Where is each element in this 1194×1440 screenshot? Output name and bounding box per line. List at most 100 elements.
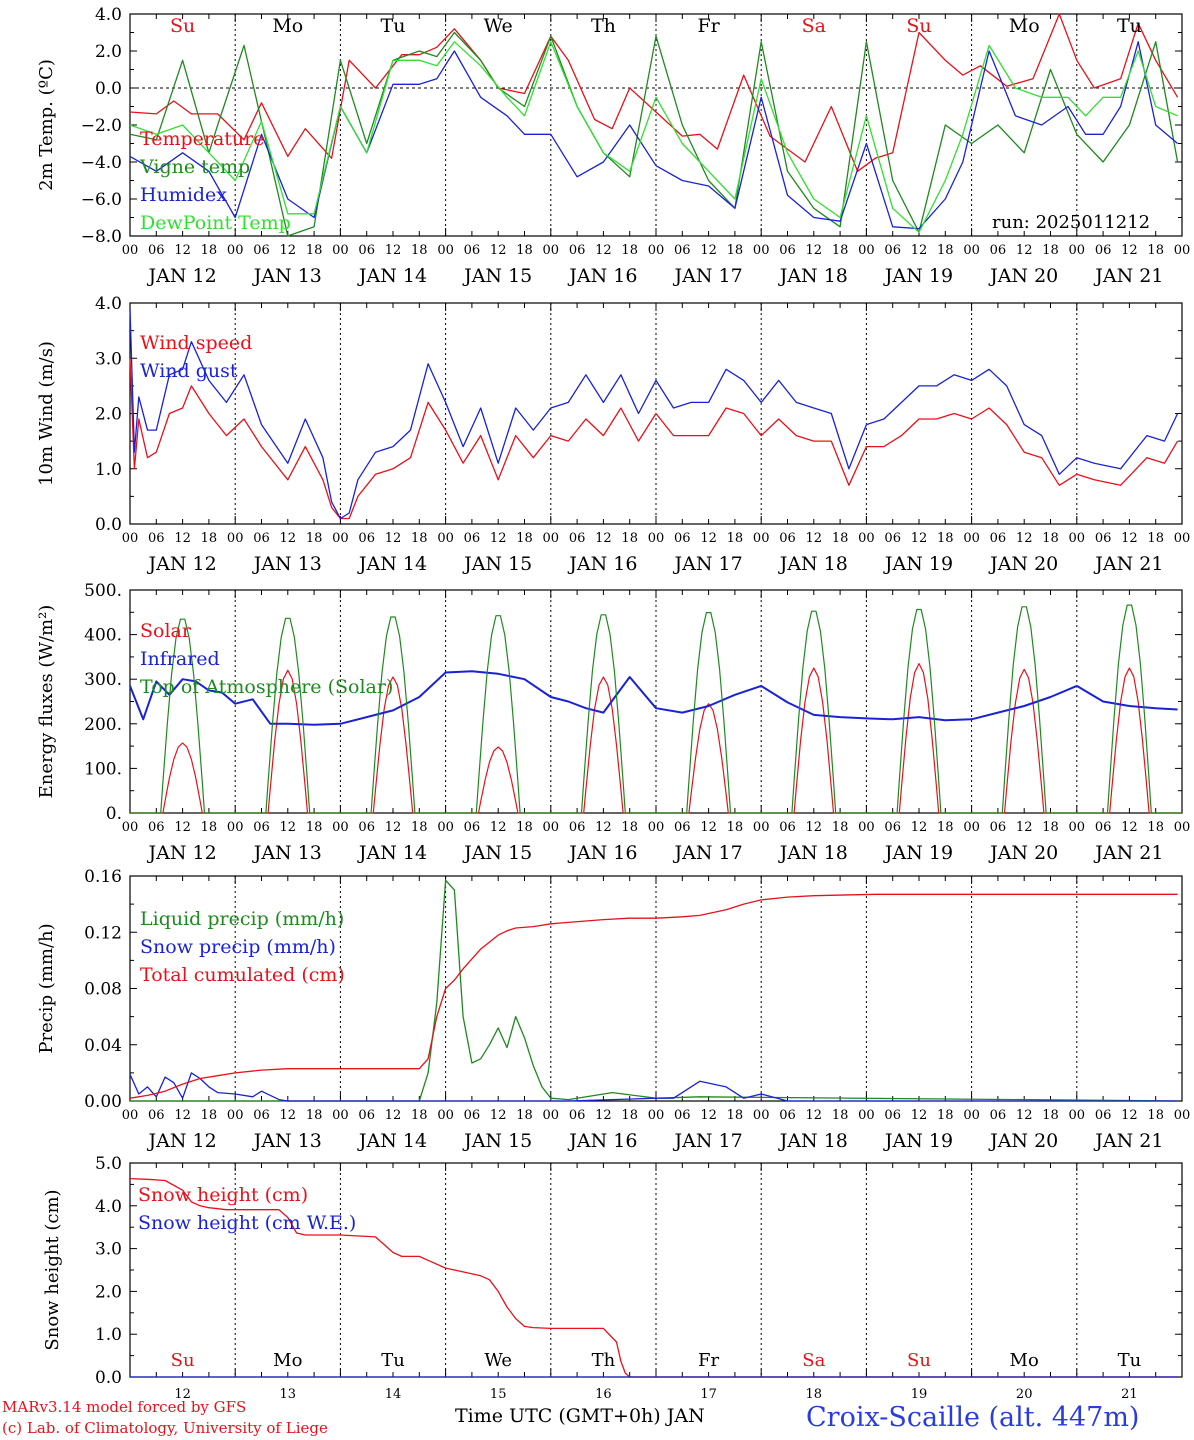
legend-entry: Solar	[140, 620, 192, 642]
series-line-top-of-atmosphere-solar-	[130, 604, 1182, 814]
legend-entry: Temperature	[140, 128, 264, 150]
x-tick-label: 06	[253, 531, 270, 546]
legend-entry: Vigne temp	[139, 156, 250, 178]
x-tick-label: 12	[1016, 531, 1033, 546]
x-tick-label: 18	[1042, 243, 1059, 258]
y-tick-label: 2.0	[95, 42, 122, 62]
y-tick-label: 4.0	[95, 1197, 122, 1217]
date-label: JAN 18	[778, 553, 848, 575]
weekday-label: Tu	[1117, 15, 1142, 37]
x-tick-label: 12	[174, 820, 191, 835]
x-tick-label: 06	[569, 531, 586, 546]
weekday-label: Su	[906, 15, 931, 37]
x-tick-label: 06	[253, 1108, 270, 1123]
x-tick-label: 18	[201, 1108, 218, 1123]
x-tick-label: 12	[385, 820, 402, 835]
legend-entry: Wind gust	[140, 360, 238, 382]
weekday-label: Mo	[1009, 15, 1040, 37]
x-tick-label: 18	[411, 243, 428, 258]
date-label: JAN 20	[988, 1130, 1058, 1152]
x-tick-label: 18	[1147, 820, 1164, 835]
x-tick-label: 06	[674, 531, 691, 546]
x-tick-label: 12	[385, 243, 402, 258]
y-axis-label: Snow height (cm)	[42, 1189, 63, 1350]
legend-entry: Snow precip (mm/h)	[140, 936, 336, 958]
y-tick-label: 4.0	[95, 5, 122, 25]
date-label: JAN 17	[673, 553, 743, 575]
date-label: JAN 18	[778, 842, 848, 864]
x-tick-label: 06	[358, 1108, 375, 1123]
day-number: 15	[490, 1387, 507, 1402]
legend-entry: Snow height (cm W.E.)	[138, 1212, 356, 1234]
x-tick-label: 12	[806, 1108, 823, 1123]
y-tick-label: −4.0	[81, 153, 122, 173]
x-tick-label: 12	[280, 1108, 297, 1123]
series-line-total-cumulated-cm-	[129, 893, 1178, 1099]
weekday-label: Tu	[381, 1350, 405, 1371]
y-axis-label: 2m Temp. (ºC)	[36, 59, 57, 191]
day-number: 20	[1016, 1387, 1033, 1402]
x-tick-label: 18	[727, 820, 744, 835]
date-label: JAN 19	[883, 842, 953, 864]
x-tick-label: 18	[621, 820, 638, 835]
date-label: JAN 13	[252, 553, 322, 575]
x-tick-label: 12	[490, 531, 507, 546]
x-tick-label: 12	[174, 531, 191, 546]
x-tick-label: 06	[779, 243, 796, 258]
weekday-label: Tu	[1118, 1350, 1142, 1371]
x-tick-label: 00	[648, 531, 665, 546]
x-tick-label: 18	[621, 531, 638, 546]
y-tick-label: 3.0	[95, 1240, 122, 1260]
y-axis-label: 10m Wind (m/s)	[36, 341, 57, 486]
x-tick-label: 00	[227, 531, 244, 546]
x-tick-label: 06	[1095, 531, 1112, 546]
x-tick-label: 12	[174, 1108, 191, 1123]
weekday-label: Tu	[381, 15, 406, 37]
x-tick-label: 00	[437, 820, 454, 835]
x-tick-label: 18	[832, 531, 849, 546]
date-label: JAN 15	[462, 842, 532, 864]
x-tick-label: 06	[1095, 1108, 1112, 1123]
x-tick-label: 00	[963, 243, 980, 258]
x-tick-label: 00	[753, 531, 770, 546]
x-tick-label: 00	[227, 1108, 244, 1123]
series-line-humidex	[129, 41, 1179, 230]
x-tick-label: 18	[727, 531, 744, 546]
x-tick-label: 12	[806, 531, 823, 546]
x-tick-label: 06	[464, 820, 481, 835]
x-tick-label: 06	[674, 820, 691, 835]
x-tick-label: 00	[1174, 243, 1191, 258]
x-tick-label: 06	[779, 531, 796, 546]
x-tick-label: 18	[832, 243, 849, 258]
x-tick-label: 00	[543, 1108, 560, 1123]
x-tick-label: 12	[911, 820, 928, 835]
weekday-label: Mo	[1010, 1350, 1039, 1371]
run-annotation: run: 2025011212	[992, 212, 1150, 233]
x-tick-label: 00	[753, 820, 770, 835]
x-tick-label: 06	[990, 531, 1007, 546]
x-tick-label: 00	[963, 531, 980, 546]
weekday-label: Th	[591, 15, 616, 37]
date-label: JAN 16	[567, 265, 637, 287]
x-tick-label: 12	[1121, 531, 1138, 546]
y-tick-label: 0.16	[84, 867, 122, 887]
series-line-dewpoint-temp	[129, 41, 1178, 233]
x-tick-label: 12	[700, 243, 717, 258]
date-label: JAN 17	[673, 1130, 743, 1152]
x-tick-label: 18	[516, 243, 533, 258]
model-credit: MARv3.14 model forced by GFS	[2, 1398, 247, 1416]
x-tick-label: 00	[437, 531, 454, 546]
legend-entry: DewPoint Temp	[140, 212, 291, 234]
y-tick-label: 500.	[84, 581, 122, 601]
x-tick-label: 06	[884, 243, 901, 258]
x-tick-label: 00	[332, 243, 349, 258]
x-tick-label: 18	[1147, 243, 1164, 258]
x-tick-label: 00	[543, 243, 560, 258]
x-tick-label: 18	[832, 1108, 849, 1123]
x-tick-label: 06	[464, 243, 481, 258]
y-tick-label: −2.0	[81, 116, 122, 136]
y-tick-label: 4.0	[95, 294, 122, 314]
station-name: Croix-Scaille (alt. 447m)	[806, 1402, 1140, 1433]
x-tick-label: 12	[1121, 243, 1138, 258]
x-tick-label: 00	[753, 1108, 770, 1123]
